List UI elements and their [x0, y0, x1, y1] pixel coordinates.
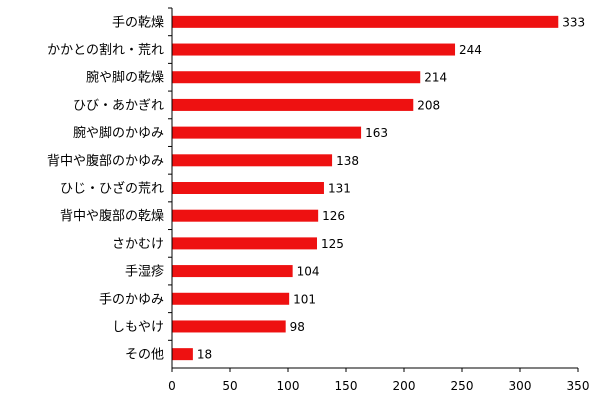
value-label: 104	[297, 265, 320, 279]
bar	[172, 126, 362, 139]
category-label: 手湿疹	[125, 264, 164, 280]
category-label: その他	[125, 348, 164, 363]
bar	[172, 154, 333, 167]
value-label: 125	[321, 237, 344, 251]
value-label: 208	[417, 98, 440, 112]
category-label: さかむけ	[112, 237, 164, 252]
value-label: 126	[322, 209, 345, 223]
x-tick-label: 150	[335, 379, 358, 393]
category-label: ひじ・ひざの荒れ	[60, 181, 164, 197]
axes	[168, 7, 578, 369]
x-tick-label: 0	[168, 379, 176, 393]
value-label: 244	[459, 43, 482, 57]
x-tick-label: 300	[509, 379, 532, 393]
bar	[172, 43, 456, 56]
x-tick-label: 100	[277, 379, 300, 393]
bar	[172, 265, 293, 278]
value-label: 333	[562, 15, 585, 29]
x-tick-label: 250	[451, 379, 474, 393]
value-label: 163	[365, 126, 388, 140]
category-label: しもやけ	[112, 320, 164, 335]
category-label: 手の乾燥	[112, 15, 164, 30]
bar	[172, 320, 286, 333]
value-label: 214	[424, 71, 447, 85]
category-label: ひび・あかぎれ	[73, 98, 164, 113]
bar	[172, 182, 324, 194]
bar	[172, 209, 319, 222]
value-label: 131	[328, 182, 351, 196]
bar	[172, 98, 414, 111]
bars-group	[172, 15, 559, 361]
category-label: 背中や腹部の乾燥	[60, 208, 164, 224]
category-labels: 手の乾燥かかとの割れ・荒れ腕や脚の乾燥ひび・あかぎれ腕や脚のかゆみ背中や腹部のか…	[47, 15, 164, 362]
value-label: 18	[197, 348, 212, 362]
x-tick-label: 350	[567, 379, 590, 393]
category-label: 背中や腹部のかゆみ	[47, 153, 164, 169]
value-label: 101	[293, 292, 316, 306]
x-ticks: 0 50 100 150 200 250 300 350	[168, 368, 589, 393]
x-tick-label: 50	[222, 379, 237, 393]
category-label: 腕や脚の乾燥	[86, 70, 164, 86]
bar	[172, 237, 317, 250]
bar	[172, 15, 559, 28]
value-label: 138	[336, 154, 359, 168]
category-label: かかとの割れ・荒れ	[47, 42, 164, 58]
bar	[172, 71, 421, 84]
value-label: 98	[290, 320, 305, 334]
category-label: 腕や脚のかゆみ	[73, 125, 164, 141]
bar	[172, 348, 193, 361]
x-tick-label: 200	[393, 379, 416, 393]
bar	[172, 292, 290, 305]
category-label: 手のかゆみ	[99, 292, 164, 307]
